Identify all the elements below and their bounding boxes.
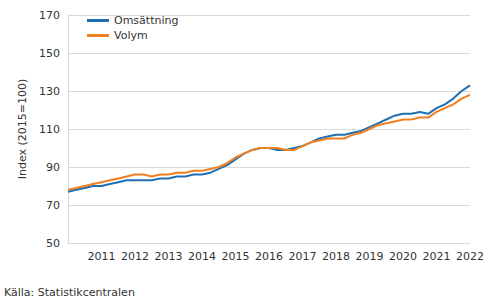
- svg-text:2014: 2014: [188, 250, 216, 263]
- svg-text:2015: 2015: [222, 250, 250, 263]
- svg-text:2020: 2020: [389, 250, 417, 263]
- svg-text:2018: 2018: [322, 250, 350, 263]
- svg-text:110: 110: [39, 123, 60, 136]
- svg-text:2011: 2011: [88, 250, 116, 263]
- svg-text:50: 50: [46, 237, 60, 250]
- svg-text:130: 130: [39, 85, 60, 98]
- svg-text:Omsättning: Omsättning: [114, 14, 178, 27]
- svg-text:70: 70: [46, 199, 60, 212]
- svg-text:Volym: Volym: [114, 29, 148, 42]
- svg-text:2022: 2022: [456, 250, 484, 263]
- svg-text:2017: 2017: [289, 250, 317, 263]
- svg-text:150: 150: [39, 47, 60, 60]
- svg-text:90: 90: [46, 161, 60, 174]
- svg-text:2016: 2016: [255, 250, 283, 263]
- svg-text:170: 170: [39, 9, 60, 22]
- svg-text:2013: 2013: [155, 250, 183, 263]
- svg-text:2021: 2021: [423, 250, 451, 263]
- svg-text:2012: 2012: [121, 250, 149, 263]
- svg-text:2019: 2019: [356, 250, 384, 263]
- svg-text:Index (2015=100): Index (2015=100): [16, 79, 29, 180]
- svg-text:Källa: Statistikcentralen: Källa: Statistikcentralen: [4, 286, 135, 299]
